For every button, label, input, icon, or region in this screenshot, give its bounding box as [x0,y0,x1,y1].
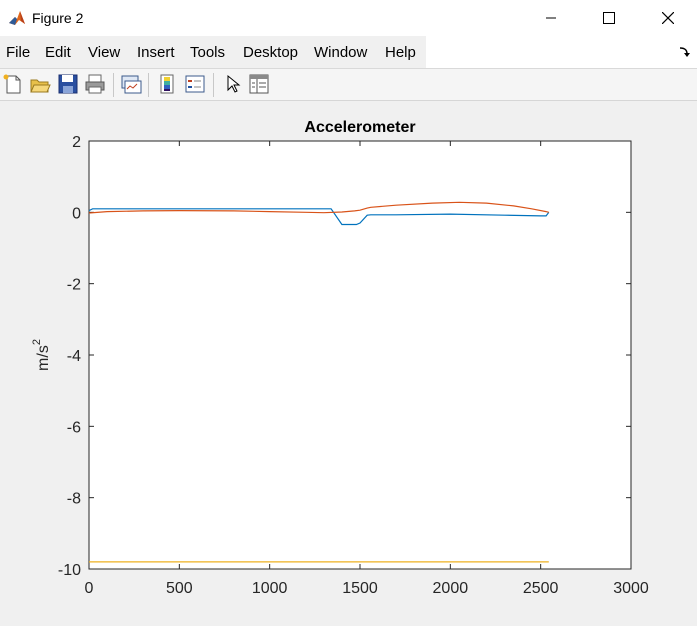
toolbar-separator [213,73,214,97]
link-plot-icon[interactable] [120,73,142,95]
minimize-icon [546,17,556,19]
plot-lines [88,201,550,563]
menu-window[interactable]: Window [314,44,368,61]
menu-bar: File Edit View Insert Tools Desktop Wind… [0,36,697,69]
x-tick-label: 500 [166,580,193,597]
menu-strip [0,36,426,68]
x-tick-label: 3000 [613,580,649,597]
y-axis-label: m/s2 [31,339,52,371]
new-figure-icon[interactable] [2,73,24,95]
open-file-icon[interactable] [29,73,51,95]
insert-legend-icon[interactable] [184,73,206,95]
toolbar-separator [148,73,149,97]
minimize-button[interactable] [528,0,574,36]
series-line-1 [88,208,550,226]
x-tick-label: 2500 [523,580,559,597]
window-title: Figure 2 [32,10,84,26]
figure-canvas: 0 500 1000 1500 2000 2500 3000 2 0 -2 -4 -6 -8 -10 Ac… [0,101,697,626]
insert-colorbar-icon[interactable] [156,73,178,95]
y-tick-label: -4 [67,348,81,365]
x-tick-label: 1500 [342,580,378,597]
x-tick-label: 2000 [433,580,469,597]
axis-ticks: 0 500 1000 1500 2000 2500 3000 2 0 -2 -4 -6 -8 -10 [58,134,649,597]
y-tick-label: -6 [67,419,81,436]
y-axis-label-unit: m/s [35,345,52,371]
menu-tools[interactable]: Tools [190,44,226,61]
toolbar-separator [113,73,114,97]
accelerometer-chart[interactable]: 0 500 1000 1500 2000 2500 3000 2 0 -2 -4 -6 -8 -10 Ac… [0,101,697,626]
dock-arrow-icon[interactable] [679,46,691,58]
series-line-2 [88,201,549,214]
y-tick-label: 2 [72,134,81,151]
x-tick-label: 0 [85,580,94,597]
y-tick-label: -8 [67,491,81,508]
figure-toolbar [0,69,697,101]
chart-title: Accelerometer [304,119,415,136]
close-button[interactable] [645,0,691,36]
menu-insert[interactable]: Insert [137,44,175,61]
edit-plot-arrow-icon[interactable] [222,73,244,95]
y-tick-label: -10 [58,562,81,579]
close-icon [662,12,674,24]
maximize-button[interactable] [586,0,632,36]
print-icon[interactable] [84,73,106,95]
menu-view[interactable]: View [88,44,121,61]
property-inspector-icon[interactable] [248,73,270,95]
y-tick-label: -2 [67,277,81,294]
menu-help[interactable]: Help [385,44,416,61]
maximize-icon [603,12,615,24]
save-icon[interactable] [57,73,79,95]
x-tick-label: 1000 [252,580,288,597]
window-titlebar: Figure 2 [0,0,697,36]
menu-edit[interactable]: Edit [45,44,71,61]
menu-desktop[interactable]: Desktop [243,44,299,61]
menu-file[interactable]: File [6,44,31,61]
y-tick-label: 0 [72,205,81,222]
matlab-logo-icon [7,8,27,28]
y-axis-label-exponent: 2 [31,339,43,345]
axes-background[interactable] [88,140,632,570]
